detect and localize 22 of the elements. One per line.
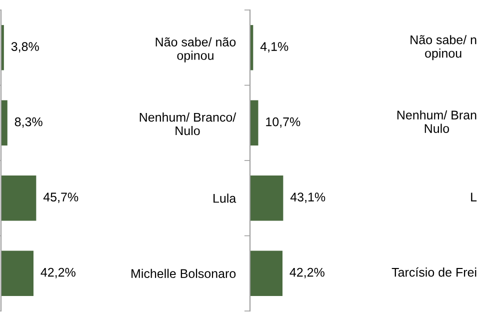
bar	[1, 250, 34, 296]
y-tick-label: Michelle Bolsonaro	[132, 268, 236, 278]
data-label: 4,1%	[260, 42, 288, 52]
y-tick-label: Não sabe/ não opinou	[156, 37, 236, 62]
text: Nenhum/ Bran Nulo	[397, 110, 476, 133]
bar	[1, 100, 8, 146]
data-label: 42,2%	[290, 268, 324, 278]
data-label: 10,7%	[266, 117, 300, 128]
data-label: 43,1%	[290, 192, 326, 203]
data-label: 8,3%	[14, 117, 42, 128]
bar	[1, 176, 36, 221]
data-label: 42,2%	[40, 268, 76, 278]
y-tick-label: Nenhum/ Branco/ Nulo	[140, 112, 236, 136]
text: L	[471, 192, 477, 202]
bar	[250, 176, 284, 221]
bar	[250, 250, 282, 296]
bar	[250, 100, 258, 146]
data-label: 45,7%	[43, 192, 78, 203]
text: Não sabe/ n opinou	[410, 35, 476, 60]
data-label: 3,8%	[11, 42, 39, 52]
y-tick-label: Lula	[214, 194, 236, 203]
text: Tarcísio de Frei	[392, 267, 476, 277]
